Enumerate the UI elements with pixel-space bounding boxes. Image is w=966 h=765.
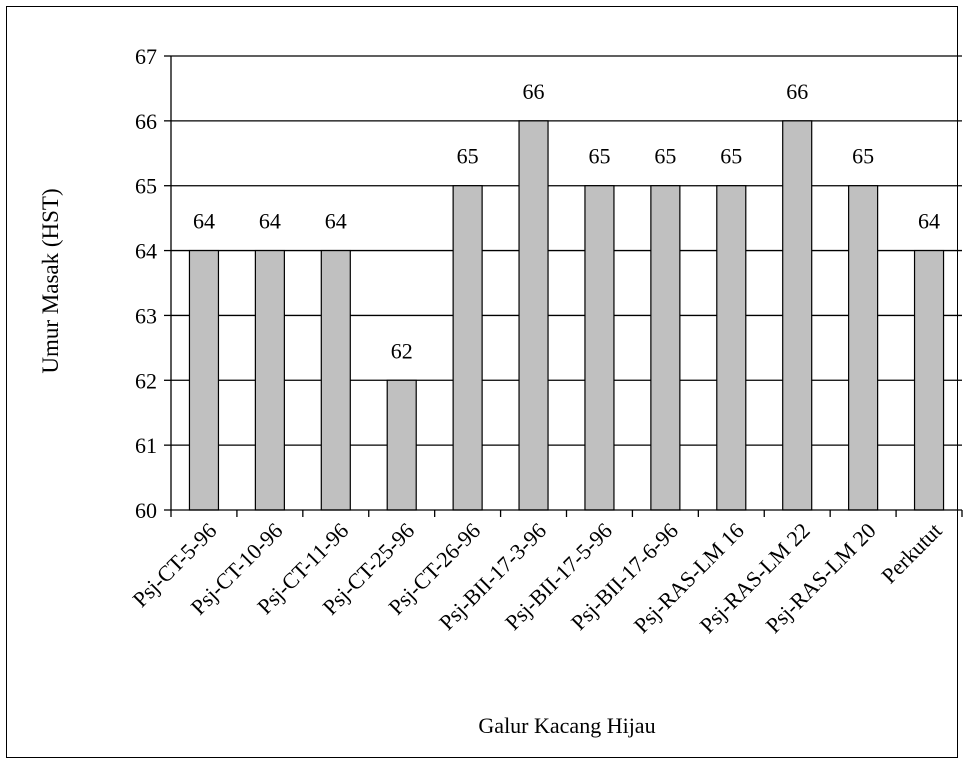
y-tick-label: 66 bbox=[135, 109, 157, 134]
data-label: 65 bbox=[720, 144, 742, 169]
bar bbox=[782, 120, 813, 511]
data-label: 65 bbox=[457, 144, 479, 169]
data-label: 65 bbox=[654, 144, 676, 169]
y-tick-label: 62 bbox=[135, 368, 157, 393]
bar bbox=[386, 379, 417, 511]
gridlines bbox=[171, 55, 962, 446]
y-tick-label: 67 bbox=[135, 44, 157, 69]
bar bbox=[848, 185, 879, 511]
bar bbox=[452, 185, 483, 511]
y-tick-label: 65 bbox=[135, 174, 157, 199]
data-label: 64 bbox=[918, 209, 940, 234]
bar bbox=[584, 185, 615, 511]
y-tick-label: 63 bbox=[135, 303, 157, 328]
bar bbox=[913, 249, 945, 511]
bar bbox=[716, 185, 747, 511]
data-label: 66 bbox=[523, 79, 545, 104]
x-axis-label: Galur Kacang Hijau bbox=[478, 713, 655, 738]
y-axis-label: Umur Masak (HST) bbox=[38, 188, 63, 373]
data-label: 62 bbox=[391, 338, 413, 363]
bar bbox=[188, 249, 220, 511]
data-label: 64 bbox=[325, 209, 347, 234]
y-tick-label: 61 bbox=[135, 433, 157, 458]
data-label: 65 bbox=[852, 144, 874, 169]
bar bbox=[650, 185, 681, 511]
axes bbox=[164, 55, 963, 517]
bar bbox=[518, 120, 549, 511]
bars bbox=[188, 120, 945, 511]
data-label: 64 bbox=[193, 209, 215, 234]
data-labels: 64 64 64 62 65 66 65 65 65 66 65 64 bbox=[193, 79, 940, 363]
bar bbox=[320, 249, 351, 511]
bar bbox=[254, 249, 285, 511]
data-label: 66 bbox=[786, 79, 808, 104]
data-label: 65 bbox=[588, 144, 610, 169]
x-tick-labels: Psj-CT-5-96Psj-CT-10-96Psj-CT-11-96Psj-C… bbox=[127, 518, 946, 638]
y-tick-label: 64 bbox=[135, 239, 157, 264]
x-tick-label: Perkutut bbox=[876, 518, 946, 588]
y-tick-label: 60 bbox=[135, 498, 157, 523]
data-label: 64 bbox=[259, 209, 281, 234]
y-tick-labels: 60 61 62 63 64 65 66 67 bbox=[135, 44, 157, 523]
